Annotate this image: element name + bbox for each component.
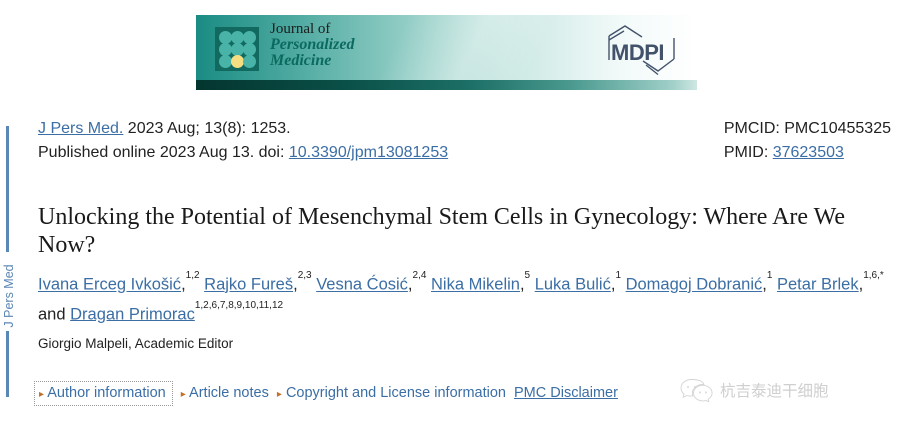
svg-text:MDPI: MDPI bbox=[611, 40, 664, 65]
